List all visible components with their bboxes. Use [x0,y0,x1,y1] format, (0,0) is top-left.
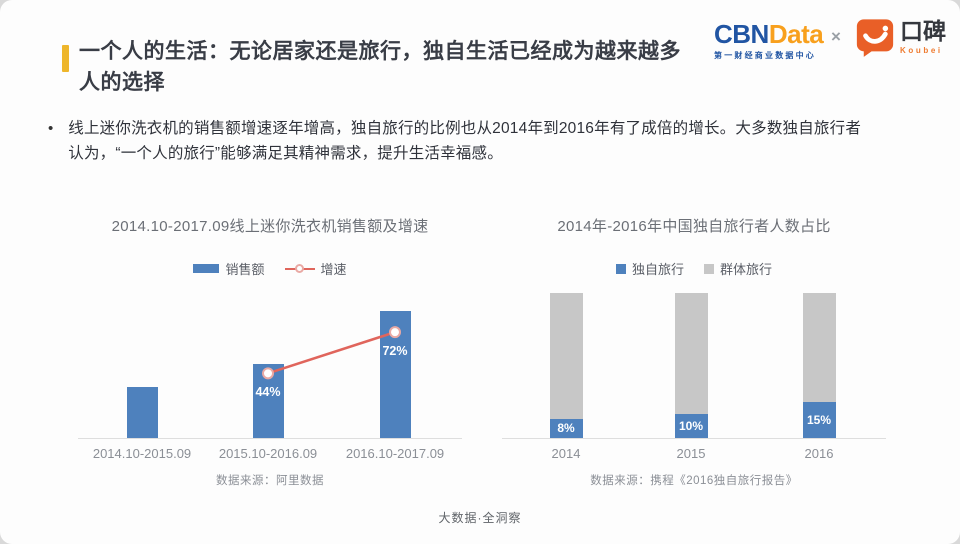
x-tick-label: 2014.10-2015.09 [92,446,192,461]
cbn-text: CBN [714,19,769,49]
legend-sales-label: 销售额 [225,262,265,277]
growth-value-label: 72% [382,344,408,359]
sales-bar [252,364,284,438]
right-chart-plot: 8% 2014 10% 2015 15% 2016 [484,275,904,461]
sales-bar [379,311,411,438]
x-tick-label: 2014 [551,446,581,461]
left-x-axis-line [78,438,462,439]
legend-item-sales: 销售额 [193,259,265,278]
legend-solo-label: 独自旅行 [631,262,684,277]
solo-travel-bar-segment [802,402,836,438]
group-travel-bar-segment [549,293,583,419]
summary-text: 线上迷你洗衣机的销售额增速逐年增高，独自旅行的比例也从2014年到2016年有了… [68,116,861,166]
solo-share-label: 15% [806,413,832,427]
title-accent-bar [62,45,69,72]
x-tick-label: 2016.10-2017.09 [345,446,445,461]
data-text: Data [768,19,824,49]
left-chart-title: 2014.10-2017.09线上迷你洗衣机销售额及增速 [111,218,429,235]
x-tick-label: 2015.10-2016.09 [218,446,318,461]
koubei-bubble-icon [856,19,894,57]
cbndata-wordmark: CBNData [714,19,824,49]
growth-value-label: 44% [255,385,281,400]
koubei-logo: 口碑 Koubei [856,17,946,58]
growth-line [267,330,396,375]
slide-title: 一个人的生活：无论居家还是旅行，独自生活已经成为越来越多 人的选择 [79,36,681,98]
legend-item-group: 群体旅行 [704,259,772,278]
right-chart-source: 数据来源：携程《2016独自旅行报告》 [590,475,798,487]
koubei-wordmark: 口碑 Koubei [900,17,946,55]
x-tick-label: 2016 [804,446,834,461]
solo-travel-bar-segment [674,414,708,438]
group-travel-bar-segment [802,293,836,402]
right-chart-legend: 独自旅行 群体旅行 [484,259,904,278]
bullet-marker: • [48,120,54,137]
solo-travel-bar-segment [549,418,583,438]
solo-share-label: 10% [678,419,704,433]
sales-bar [126,386,158,438]
koubei-en-text: Koubei [900,46,943,55]
growth-line-swatch-icon [284,263,315,275]
left-chart-legend: 销售额 增速 [60,259,480,278]
right-x-axis-line [502,438,886,439]
left-chart-plot: 2014.10-2015.09 2015.10-2016.09 2016.10-20… [60,275,480,461]
sales-bar-swatch-icon [193,264,220,273]
koubei-cn-text: 口碑 [900,18,946,44]
slide-title-line2: 人的选择 [79,71,165,94]
legend-growth-label: 增速 [320,262,347,277]
solo-travel-chart: 2014年-2016年中国独自旅行者人数占比 独自旅行 群体旅行 8% 2014 1… [484,215,904,500]
right-chart-title: 2014年-2016年中国独自旅行者人数占比 [557,218,831,235]
group-travel-swatch-icon [704,263,714,274]
cbndata-logo: CBNData 第一财经商业数据中心 [714,19,824,61]
logo-separator: × [831,27,841,46]
legend-item-growth: 增速 [284,259,347,278]
summary-line2: 认为，“一个人的旅行”能够满足其精神需求，提升生活幸福感。 [68,145,503,162]
left-chart-source: 数据来源：阿里数据 [216,475,324,487]
x-tick-label: 2015 [676,446,706,461]
sales-growth-chart: 2014.10-2017.09线上迷你洗衣机销售额及增速 销售额 增速 2014… [60,215,480,500]
group-travel-bar-segment [674,293,708,414]
solo-share-label: 8% [557,421,575,436]
summary-bullet: • 线上迷你洗衣机的销售额增速逐年增高，独自旅行的比例也从2014年到2016年… [48,116,928,166]
solo-travel-swatch-icon [615,263,626,274]
summary-line1: 线上迷你洗衣机的销售额增速逐年增高，独自旅行的比例也从2014年到2016年有了… [68,120,862,137]
footer-slogan: 大数据·全洞察 [438,511,522,525]
legend-item-solo: 独自旅行 [615,259,684,278]
slide-title-line1: 一个人的生活：无论居家还是旅行，独自生活已经成为越来越多 [79,40,681,63]
legend-group-label: 群体旅行 [720,262,773,277]
cbndata-tagline: 第一财经商业数据中心 [714,51,816,60]
